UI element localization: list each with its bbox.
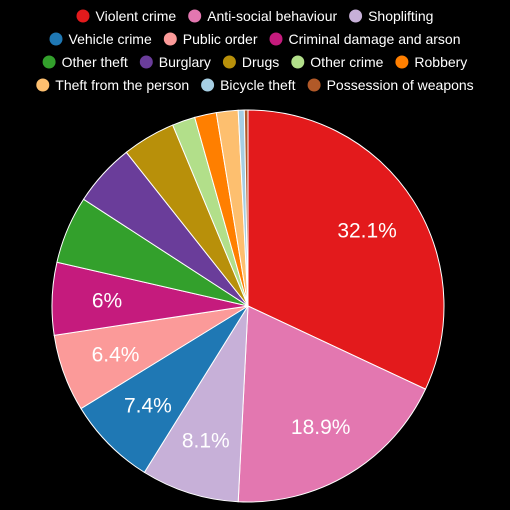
legend-marker-shoplifting [349,9,363,23]
slice-label-anti-social-behaviour: 18.9% [291,416,351,439]
legend-marker-vehicle-crime [49,32,63,46]
legend-label-bicycle-theft: Bicycle theft [220,77,296,93]
legend-marker-possession-of-weapons [307,78,321,92]
slice-label-vehicle-crime: 7.4% [124,395,172,418]
pie-slice-anti-social-behaviour [237,305,427,503]
legend-item-possession-of-weapons: Possession of weapons [307,77,474,93]
legend-label-anti-social-behaviour: Anti-social behaviour [207,8,337,24]
legend-label-shoplifting: Shoplifting [368,8,433,24]
legend-label-other-theft: Other theft [62,54,128,70]
legend-marker-anti-social-behaviour [188,9,202,23]
legend-label-robbery: Robbery [414,54,467,70]
slice-label-shoplifting: 8.1% [182,430,230,453]
legend-item-public-order: Public order [163,31,258,47]
legend-item-bicycle-theft: Bicycle theft [201,77,296,93]
pie-slice-shoplifting [143,304,249,503]
legend-marker-robbery [395,55,409,69]
pie-slice-possession-of-weapons [243,109,249,307]
legend-label-criminal-damage-and-arson: Criminal damage and arson [289,31,461,47]
legend-item-drugs: Drugs [222,54,279,70]
legend-item-burglary: Burglary [139,54,211,70]
legend-marker-criminal-damage-and-arson [269,32,283,46]
legend: Violent crime Anti-social behaviour Shopli… [36,8,474,93]
legend-label-violent-crime: Violent crime [96,8,177,24]
legend-marker-theft-from-the-person [36,78,50,92]
legend-item-robbery: Robbery [395,54,467,70]
legend-label-burglary: Burglary [159,54,211,70]
legend-item-other-crime: Other crime [291,54,384,70]
legend-marker-violent-crime [76,9,90,23]
legend-item-vehicle-crime: Vehicle crime [49,31,152,47]
legend-item-violent-crime: Violent crime [76,8,177,24]
pie-slices [51,109,445,503]
slice-labels: 32.1% 18.9% 8.1% 7.4% 6.4% 6% [92,219,397,452]
legend-label-drugs: Drugs [242,54,279,70]
legend-marker-burglary [139,55,153,69]
slice-label-criminal-damage-and-arson: 6% [92,290,122,313]
slice-label-violent-crime: 32.1% [337,219,397,242]
legend-item-criminal-damage-and-arson: Criminal damage and arson [269,31,461,47]
legend-label-theft-from-the-person: Theft from the person [55,77,189,93]
legend-marker-other-crime [291,55,305,69]
legend-item-anti-social-behaviour: Anti-social behaviour [188,8,337,24]
legend-marker-public-order [163,32,177,46]
legend-item-theft-from-the-person: Theft from the person [36,77,189,93]
legend-marker-drugs [222,55,236,69]
legend-label-vehicle-crime: Vehicle crime [69,31,152,47]
pie-slice-violent-crime [247,109,445,390]
legend-label-other-crime: Other crime [310,54,383,70]
legend-label-possession-of-weapons: Possession of weapons [327,77,474,93]
legend-label-public-order: Public order [183,31,258,47]
legend-marker-bicycle-theft [201,78,215,92]
legend-item-other-theft: Other theft [42,54,128,70]
legend-item-shoplifting: Shoplifting [349,8,433,24]
legend-marker-other-theft [42,55,56,69]
slice-label-public-order: 6.4% [92,344,140,367]
